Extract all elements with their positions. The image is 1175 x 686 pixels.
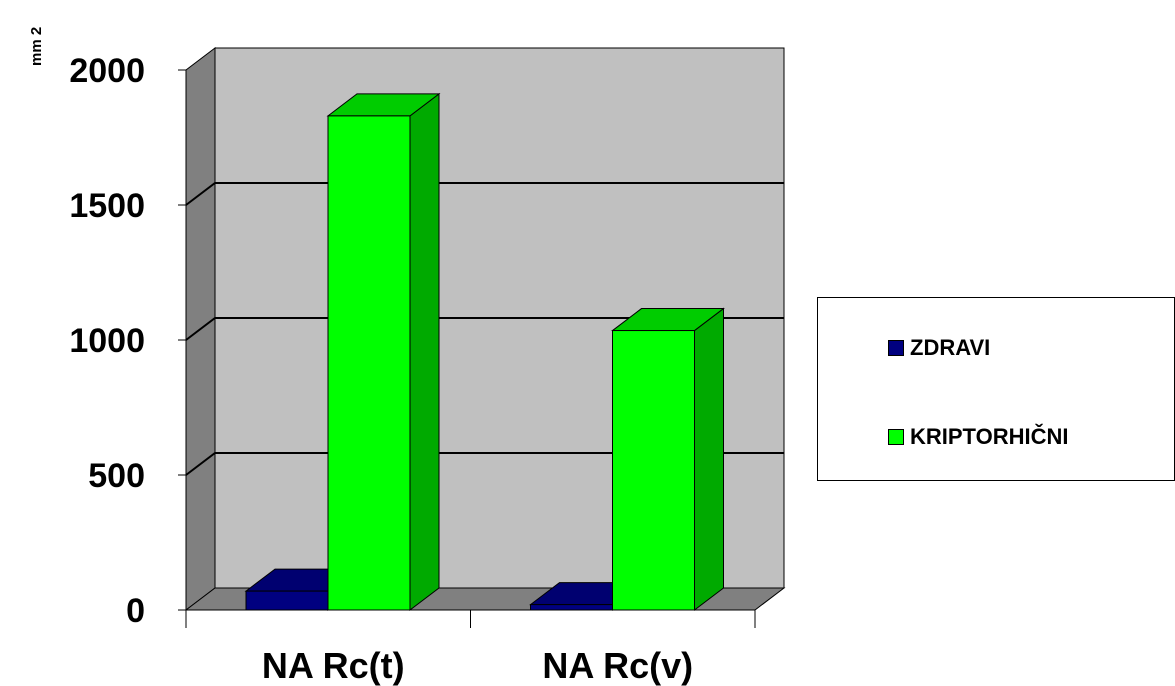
gridline [185, 317, 784, 341]
x-category-label: NA Rc(t) [262, 645, 405, 686]
x-category-labels: NA Rc(t) NA Rc(v) [262, 645, 693, 686]
gridlines [185, 182, 784, 476]
gridline [185, 182, 784, 206]
y-tick-labels: 0 500 1000 1500 2000 [69, 52, 145, 630]
bar-front-face [245, 590, 329, 611]
y-axis-unit-label: mm 2 [28, 27, 45, 66]
bar-front-face [612, 330, 695, 611]
x-category-label: NA Rc(v) [542, 645, 693, 686]
bar-kriptorhini-0 [326, 92, 441, 612]
bar-front-face [530, 604, 613, 611]
legend-swatch-kriptorhicni [888, 429, 904, 445]
y-tick-label: 500 [88, 457, 145, 495]
bar-side-face [409, 92, 440, 612]
legend: ZDRAVI KRIPTORHIČNI [817, 297, 1175, 481]
bars [244, 92, 725, 612]
legend-item-zdravi: ZDRAVI [888, 335, 990, 361]
y-tick-label: 1000 [69, 322, 145, 360]
legend-swatch-zdravi [888, 340, 904, 356]
bar-side-face [694, 307, 724, 612]
y-tick-label: 0 [126, 592, 145, 630]
y-tick-label: 1500 [69, 187, 145, 225]
legend-label-kriptorhicni: KRIPTORHIČNI [910, 424, 1069, 449]
bar-front-face [327, 115, 411, 611]
legend-item-kriptorhicni: KRIPTORHIČNI [888, 424, 1069, 450]
legend-label-zdravi: ZDRAVI [910, 335, 991, 360]
bar-kriptorhini-1 [611, 307, 725, 612]
gridline [185, 452, 784, 476]
y-tick-label: 2000 [69, 52, 145, 90]
